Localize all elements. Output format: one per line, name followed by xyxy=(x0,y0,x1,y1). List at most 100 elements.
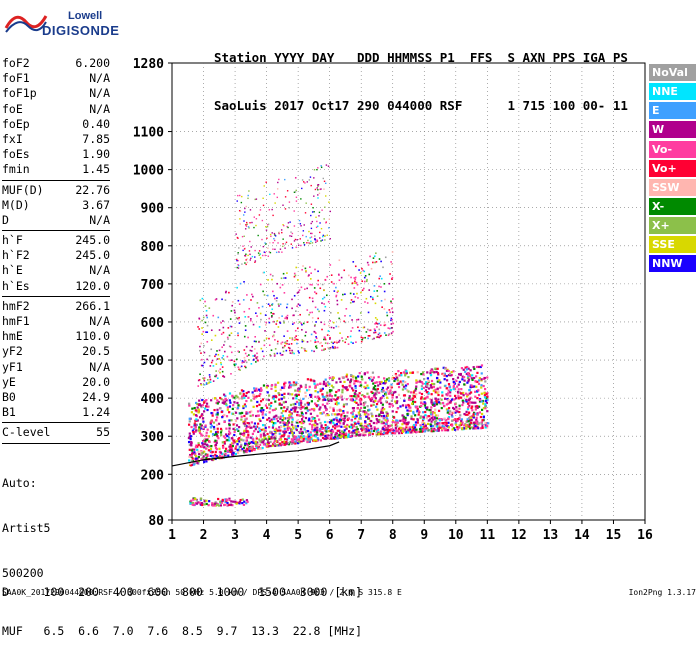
echo-point xyxy=(414,400,417,404)
echo-point xyxy=(190,441,193,444)
echo-point xyxy=(341,340,344,342)
echo-point xyxy=(233,363,236,366)
echo-point xyxy=(395,401,398,404)
echo-point xyxy=(309,433,313,436)
echo-point xyxy=(205,431,208,434)
echo-point xyxy=(230,419,233,422)
echo-point xyxy=(218,349,221,352)
param-value: N/A xyxy=(89,101,110,116)
echo-point xyxy=(486,426,489,429)
echo-point xyxy=(206,438,209,442)
echo-point xyxy=(314,239,317,241)
echo-point xyxy=(373,400,376,403)
echo-point xyxy=(364,280,366,283)
echo-point xyxy=(335,423,339,426)
echo-point xyxy=(361,338,364,341)
echo-point xyxy=(284,178,286,181)
echo-point xyxy=(321,349,323,352)
echo-point xyxy=(436,387,439,390)
echo-point xyxy=(405,371,408,375)
echo-point xyxy=(376,323,379,325)
echo-point xyxy=(231,444,234,448)
param-value: 110.0 xyxy=(75,329,110,344)
echo-point xyxy=(399,419,402,422)
echo-point xyxy=(188,432,191,435)
echo-point xyxy=(244,325,247,327)
echo-point xyxy=(228,445,231,448)
echo-point xyxy=(248,359,250,361)
echo-point xyxy=(386,417,389,421)
echo-point xyxy=(349,426,353,429)
echo-point xyxy=(419,380,422,383)
echo-point xyxy=(293,240,296,242)
echo-point xyxy=(430,401,433,404)
echo-point xyxy=(361,289,364,292)
echo-point xyxy=(347,343,350,345)
echo-point xyxy=(215,374,218,377)
echo-point xyxy=(328,324,330,327)
echo-point xyxy=(437,373,440,376)
echo-point xyxy=(317,197,319,199)
echo-point xyxy=(190,454,193,458)
echo-point xyxy=(207,435,211,438)
echo-point xyxy=(327,399,330,402)
echo-point xyxy=(310,272,312,275)
echo-point xyxy=(272,248,274,250)
echo-point xyxy=(188,443,191,447)
echo-point xyxy=(396,425,399,428)
echo-point xyxy=(249,209,252,211)
echo-point xyxy=(371,415,374,418)
echo-point xyxy=(328,382,331,386)
echo-point xyxy=(258,394,261,397)
echo-point xyxy=(369,398,372,401)
echo-point xyxy=(263,424,267,427)
echo-point xyxy=(440,406,443,410)
echo-point xyxy=(238,445,241,449)
echo-point xyxy=(404,374,407,377)
echo-point xyxy=(201,442,204,445)
echo-point xyxy=(197,450,200,453)
echo-point xyxy=(248,449,251,453)
echo-point xyxy=(252,405,255,408)
echo-point xyxy=(350,299,353,301)
echo-point xyxy=(356,292,358,295)
echo-point xyxy=(421,421,424,424)
echo-point xyxy=(290,412,293,415)
echo-point xyxy=(441,427,444,430)
echo-point xyxy=(268,251,271,253)
echo-point xyxy=(241,361,244,364)
echo-point xyxy=(269,430,272,433)
echo-point xyxy=(276,188,279,190)
echo-point xyxy=(191,407,194,410)
echo-point xyxy=(281,284,284,286)
echo-point xyxy=(327,330,330,332)
echo-point xyxy=(466,408,470,411)
echo-point xyxy=(255,389,259,392)
echo-point xyxy=(402,371,406,374)
echo-point xyxy=(245,224,247,226)
echo-point xyxy=(316,187,318,189)
echo-point xyxy=(273,428,276,431)
echo-point xyxy=(300,346,303,349)
echo-point xyxy=(451,415,454,418)
param-label: h`E xyxy=(2,263,23,278)
echo-point xyxy=(266,441,270,444)
echo-point xyxy=(253,216,255,218)
echo-point xyxy=(295,381,298,384)
echo-point xyxy=(301,179,304,181)
echo-point xyxy=(342,411,345,415)
echo-point xyxy=(280,342,282,345)
echo-point xyxy=(250,350,253,352)
echo-point xyxy=(435,424,439,428)
echo-point xyxy=(284,277,287,279)
echo-point xyxy=(251,293,253,296)
echo-point xyxy=(342,433,346,436)
echo-point xyxy=(302,340,305,342)
echo-point xyxy=(308,388,311,391)
echo-point xyxy=(314,341,317,343)
echo-point xyxy=(213,427,216,431)
echo-point xyxy=(237,404,240,407)
echo-point xyxy=(335,390,338,394)
echo-point xyxy=(337,413,340,416)
echo-point xyxy=(377,433,380,436)
